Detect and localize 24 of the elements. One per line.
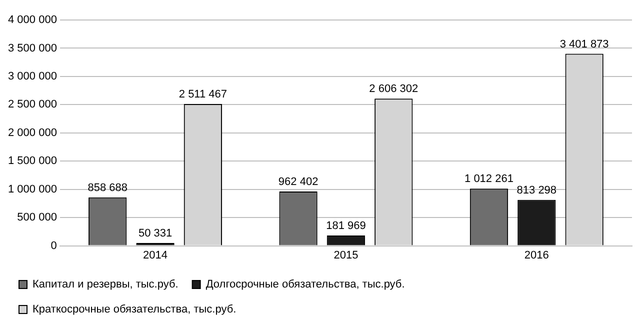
data-label: 858 688 — [88, 182, 128, 194]
data-label: 2 606 302 — [369, 83, 418, 96]
y-tick-label: 2 000 000 — [8, 126, 57, 139]
y-tick-label: 3 500 000 — [8, 42, 57, 54]
data-label: 3 401 873 — [560, 38, 609, 50]
x-tick-label: 2015 — [334, 249, 358, 262]
x-tick-label: 2016 — [524, 249, 549, 262]
legend-label: Долгосрочные обязательства, тыс.руб. — [206, 278, 405, 291]
data-label: 813 298 — [516, 184, 557, 196]
data-label: 1 012 261 — [464, 173, 514, 186]
data-label: 181 969 — [326, 220, 366, 232]
data-label: 2 511 467 — [178, 88, 228, 101]
y-tick-label: 500 000 — [17, 212, 57, 224]
x-tick-label: 2014 — [143, 249, 168, 262]
y-tick-label: 4 000 000 — [8, 14, 57, 26]
data-label: 50 331 — [138, 227, 172, 240]
y-tick-label: 3 000 000 — [8, 70, 57, 82]
data-label: 962 402 — [278, 176, 318, 188]
y-tick-label: 1 500 000 — [8, 155, 57, 168]
legend-label: Капитал и резервы, тыс.руб. — [32, 278, 178, 291]
y-tick-label: 2 500 000 — [8, 98, 57, 111]
y-tick-label: 0 — [50, 240, 57, 252]
legend-label: Краткосрочные обязательства, тыс.руб. — [32, 304, 236, 316]
y-tick-label: 1 000 000 — [8, 183, 57, 196]
